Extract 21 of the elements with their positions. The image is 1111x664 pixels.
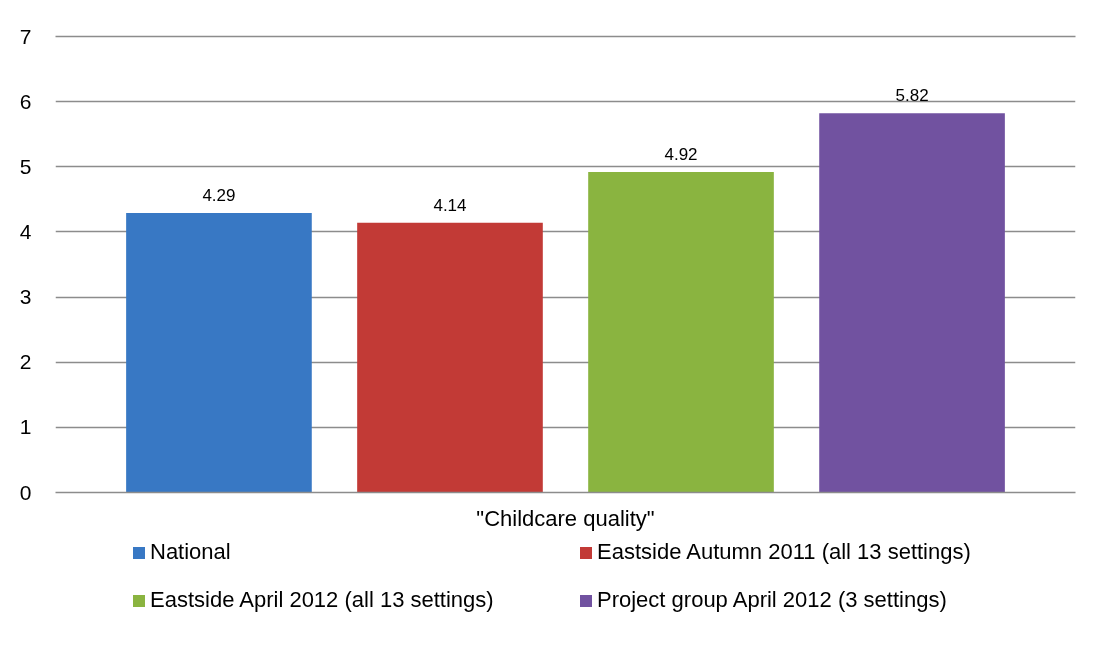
- bar: [588, 172, 774, 493]
- legend-label: Eastside Autumn 2011 (all 13 settings): [597, 539, 972, 565]
- y-tick-label: 6: [19, 89, 32, 113]
- data-label: 4.29: [202, 186, 236, 206]
- legend-label: Project group April 2012 (3 settings): [597, 587, 948, 613]
- bar: [819, 113, 1005, 493]
- x-tick-label: "Childcare quality": [476, 505, 655, 531]
- y-tick-label: 3: [19, 285, 32, 309]
- y-tick-label: 7: [19, 24, 32, 48]
- bar: [357, 222, 543, 493]
- data-label: 4.92: [664, 145, 698, 164]
- y-tick-label: 0: [19, 480, 32, 504]
- legend-label: Eastside April 2012 (all 13 settings): [150, 587, 495, 613]
- y-tick-label: 2: [19, 350, 32, 374]
- data-label: 4.14: [433, 195, 467, 215]
- y-tick-label: 5: [19, 154, 32, 178]
- data-label: 5.82: [895, 86, 929, 106]
- y-tick-label: 4: [19, 219, 32, 243]
- bar: [126, 213, 312, 493]
- legend-label: National: [150, 539, 232, 565]
- y-tick-label: 1: [19, 415, 32, 439]
